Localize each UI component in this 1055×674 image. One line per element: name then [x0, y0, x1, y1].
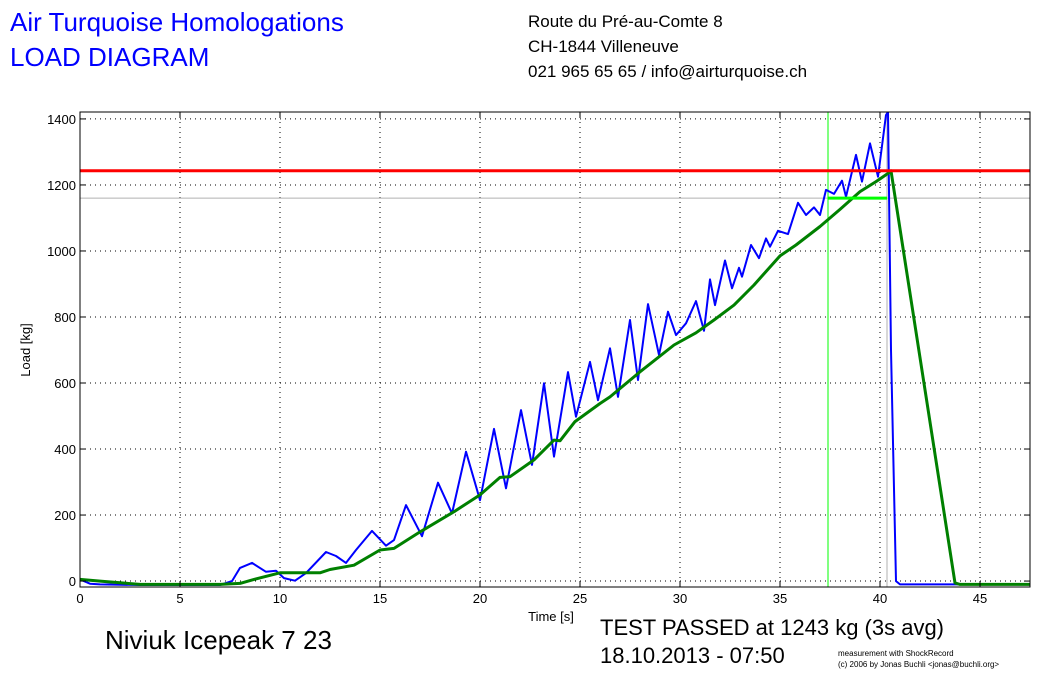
- address-line-2: CH-1844 Villeneuve: [528, 37, 679, 56]
- x-tick-label: 5: [176, 591, 183, 606]
- y-tick-label: 600: [54, 376, 76, 391]
- y-tick-label: 1200: [47, 178, 76, 193]
- plot-frame: [79, 111, 1031, 588]
- x-tick-label: 30: [673, 591, 687, 606]
- glider-name: Niviuk Icepeak 7 23: [105, 625, 332, 655]
- contact-info: 021 965 65 65 / info@airturquoise.ch: [528, 62, 808, 81]
- credit-line-1: measurement with ShockRecord: [838, 649, 954, 658]
- y-tick-label: 800: [54, 310, 76, 325]
- series-lines: [80, 112, 1030, 586]
- address-line-1: Route du Pré-au-Comte 8: [528, 12, 723, 31]
- x-tick-label: 25: [573, 591, 587, 606]
- raw-series-line: [80, 112, 1030, 586]
- reference-lines: [80, 112, 1030, 587]
- x-tick-label: 0: [76, 591, 83, 606]
- test-result: TEST PASSED at 1243 kg (3s avg): [600, 615, 945, 640]
- credit-line-2: (c) 2006 by Jonas Buchli <jonas@buchli.o…: [838, 660, 1000, 669]
- x-axis-label: Time [s]: [528, 609, 574, 624]
- x-tick-label: 45: [973, 591, 987, 606]
- x-tick-label: 10: [273, 591, 287, 606]
- x-tick-label: 15: [373, 591, 387, 606]
- x-tick-label: 35: [773, 591, 787, 606]
- y-axis-label: Load [kg]: [18, 323, 33, 377]
- ticks: 0 5 10 15 20 25 30 35 40 45 0 200 400 600 800 1000 1200 1…: [47, 112, 1030, 606]
- avg-series-line: [80, 169, 1030, 586]
- x-tick-label: 40: [873, 591, 887, 606]
- y-tick-label: 0: [69, 574, 76, 589]
- company-name: Air Turquoise Homologations: [10, 7, 344, 37]
- y-tick-label: 200: [54, 508, 76, 523]
- y-tick-label: 400: [54, 442, 76, 457]
- y-tick-label: 1400: [47, 112, 76, 127]
- document-title: LOAD DIAGRAM: [10, 42, 210, 72]
- x-tick-label: 20: [473, 591, 487, 606]
- y-tick-label: 1000: [47, 244, 76, 259]
- test-datetime: 18.10.2013 - 07:50: [600, 643, 785, 668]
